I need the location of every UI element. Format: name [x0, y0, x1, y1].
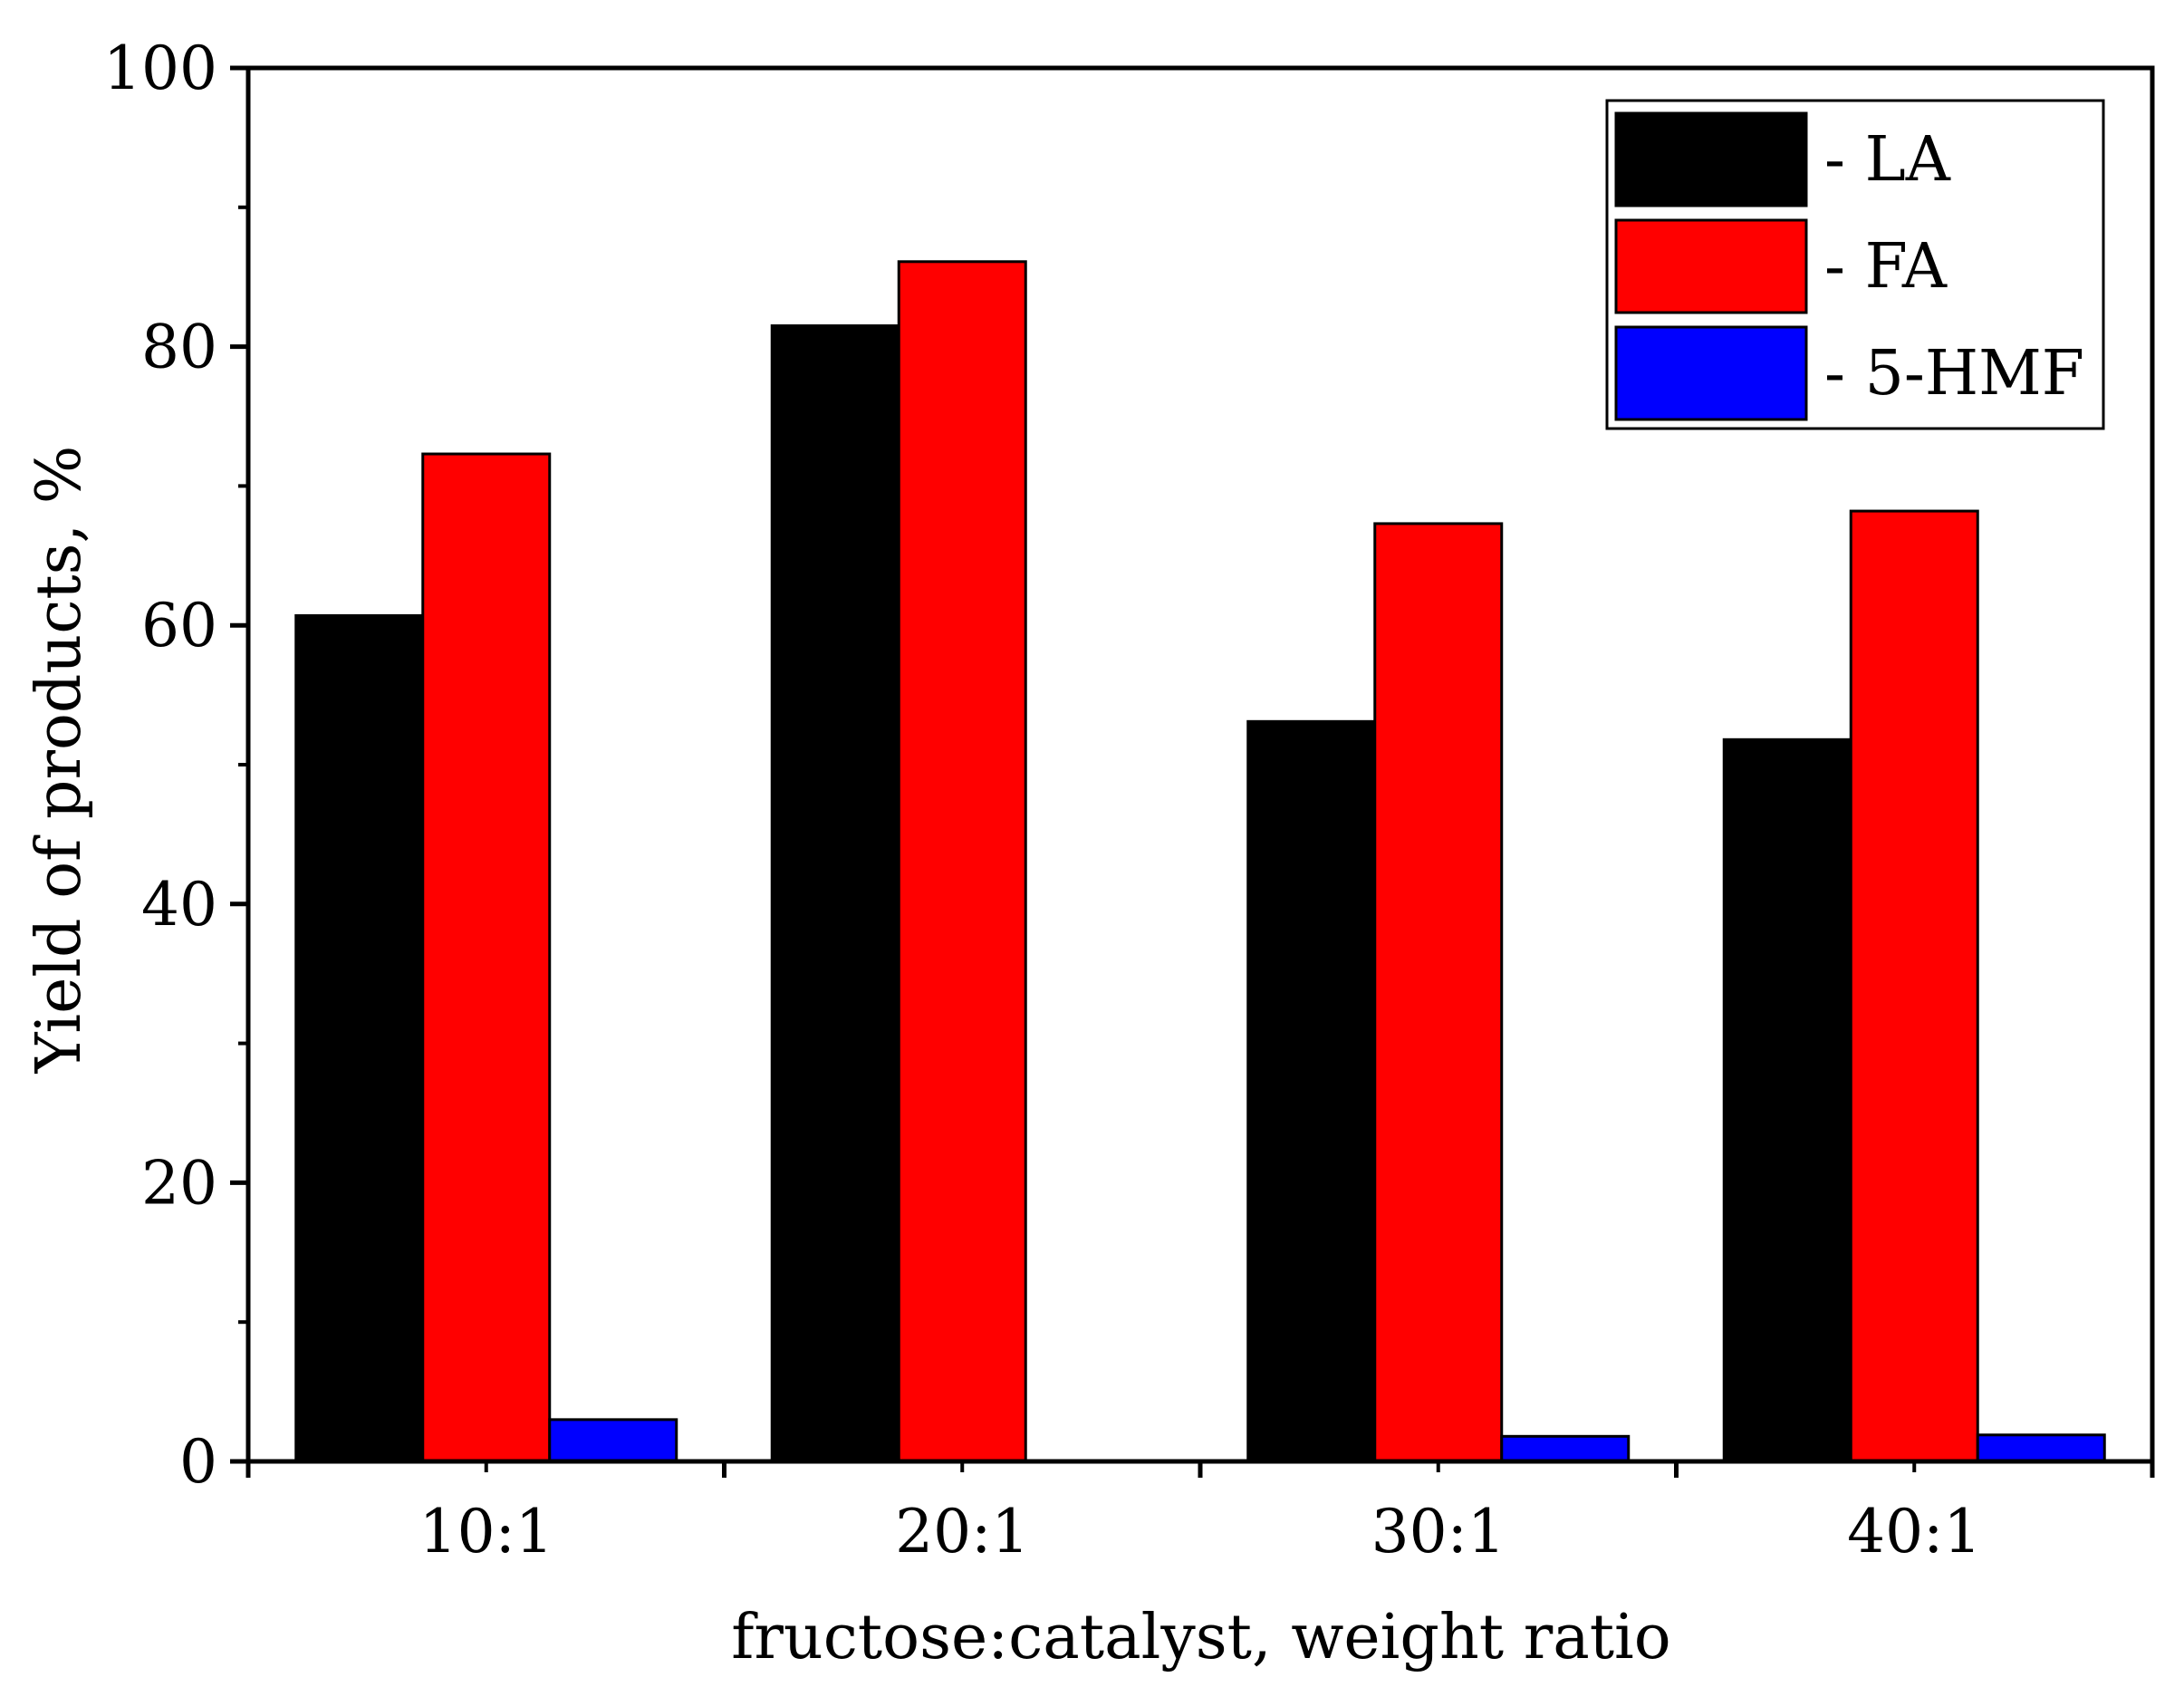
- y-tick-label: 100: [103, 34, 217, 103]
- bar-la-10-1: [294, 613, 425, 1463]
- bar-la-40-1: [1722, 737, 1852, 1463]
- y-tick-label: 80: [141, 313, 217, 382]
- legend-swatch-fa: [1614, 218, 1808, 314]
- bar-la-20-1: [770, 324, 900, 1463]
- legend-label-la: - LA: [1824, 124, 1951, 196]
- x-tick-label: 10:1: [419, 1497, 553, 1566]
- x-tick-label: 30:1: [1371, 1497, 1506, 1566]
- bar-fa-20-1: [897, 260, 1027, 1463]
- y-tick-label: 0: [179, 1427, 217, 1497]
- axes-group: [230, 65, 2155, 1478]
- tick-labels-group: 0 20 40 60 80 100 10:1 20:1 30:1 40:1: [103, 34, 1981, 1566]
- bar-fa-30-1: [1373, 522, 1504, 1463]
- legend-swatch-la: [1614, 111, 1808, 207]
- y-tick-label: 40: [141, 870, 217, 940]
- legend-label-5-hmf: - 5-HMF: [1824, 338, 2084, 410]
- x-tick-label: 20:1: [895, 1497, 1029, 1566]
- bar-la-30-1: [1246, 719, 1377, 1463]
- y-axis-title: Yield of products, %: [24, 446, 95, 1075]
- x-tick-label: 40:1: [1847, 1497, 1981, 1566]
- bars-group: [294, 260, 2106, 1463]
- legend: - LA - FA - 5-HMF: [1605, 99, 2105, 430]
- bar-5-hmf-30-1: [1500, 1434, 1631, 1463]
- bar-fa-10-1: [421, 452, 552, 1463]
- legend-label-fa: - FA: [1824, 231, 1948, 303]
- y-tick-label: 60: [141, 591, 217, 660]
- bar-5-hmf-10-1: [548, 1418, 678, 1463]
- legend-swatch-5-hmf: [1614, 325, 1808, 421]
- bar-fa-40-1: [1849, 509, 1979, 1463]
- y-tick-label: 20: [141, 1148, 217, 1218]
- x-axis-title: fructose:catalyst, weight ratio: [731, 1602, 1671, 1673]
- bar-5-hmf-40-1: [1976, 1433, 2106, 1463]
